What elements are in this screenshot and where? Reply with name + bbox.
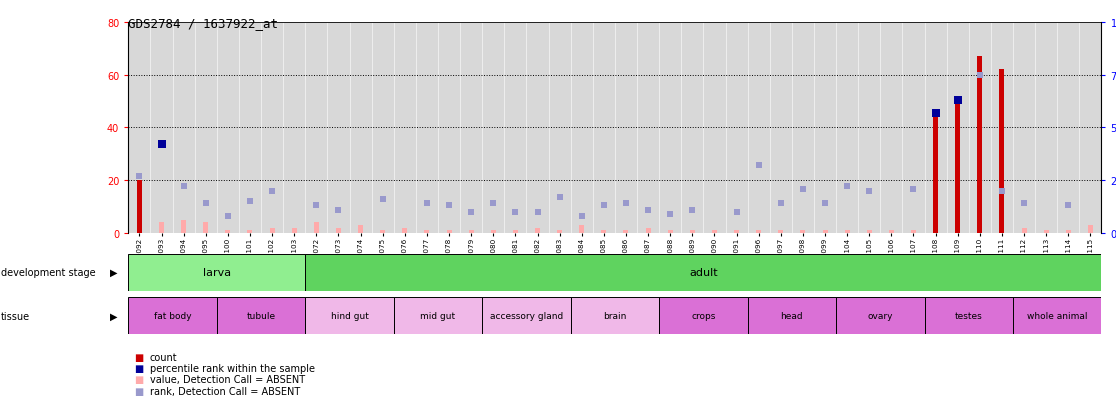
Bar (482, 297, 570, 335)
Bar (933, 112, 939, 233)
Text: whole animal: whole animal (1027, 311, 1087, 320)
Bar (822, 231, 828, 233)
Bar (712, 231, 716, 233)
Bar (158, 223, 164, 233)
Bar (181, 225, 186, 233)
Text: accessory gland: accessory gland (490, 311, 564, 320)
Bar (137, 181, 142, 233)
Bar (888, 231, 894, 233)
Bar (955, 102, 960, 233)
Bar (1088, 225, 1093, 233)
Bar (491, 231, 496, 233)
Bar (800, 231, 806, 233)
Bar (225, 231, 230, 233)
Bar (270, 228, 275, 233)
Bar (137, 225, 142, 233)
Bar (394, 297, 482, 335)
Bar (402, 228, 407, 233)
Bar (381, 231, 385, 233)
Bar (217, 297, 306, 335)
Bar (748, 297, 836, 335)
Text: ovary: ovary (867, 311, 893, 320)
Bar (306, 297, 394, 335)
Text: percentile rank within the sample: percentile rank within the sample (150, 363, 315, 373)
Bar (270, 231, 275, 233)
Text: testes: testes (955, 311, 983, 320)
Bar (978, 57, 982, 233)
Text: tissue: tissue (1, 311, 30, 321)
Text: ■: ■ (134, 386, 143, 396)
Text: larva: larva (203, 268, 231, 278)
Bar (624, 231, 628, 233)
Bar (203, 231, 209, 233)
Bar (557, 231, 562, 233)
Bar (181, 220, 186, 233)
Bar (845, 231, 849, 233)
Text: ▶: ▶ (109, 268, 117, 278)
Bar (579, 225, 585, 233)
Text: ■: ■ (134, 352, 143, 362)
Text: GDS2784 / 1637922_at: GDS2784 / 1637922_at (128, 17, 278, 29)
Text: development stage: development stage (1, 268, 96, 278)
Text: ■: ■ (134, 363, 143, 373)
Text: head: head (780, 311, 804, 320)
Bar (1088, 225, 1093, 233)
Text: tubule: tubule (247, 311, 276, 320)
Bar (535, 228, 540, 233)
Bar (645, 228, 651, 233)
Text: crops: crops (691, 311, 715, 320)
Bar (690, 231, 695, 233)
Bar (306, 254, 1101, 291)
Bar (570, 297, 660, 335)
Bar (248, 231, 252, 233)
Bar (424, 231, 430, 233)
Text: ■: ■ (134, 375, 143, 385)
Bar (469, 231, 473, 233)
Bar (314, 231, 319, 233)
Bar (314, 223, 319, 233)
Bar (358, 225, 363, 233)
Bar (513, 231, 518, 233)
Bar (336, 228, 341, 233)
Bar (203, 223, 209, 233)
Bar (924, 297, 1013, 335)
Text: brain: brain (604, 311, 626, 320)
Bar (1066, 231, 1071, 233)
Bar (660, 297, 748, 335)
Bar (128, 254, 306, 291)
Bar (128, 297, 217, 335)
Bar (1000, 70, 1004, 233)
Bar (667, 231, 673, 233)
Text: adult: adult (689, 268, 718, 278)
Bar (291, 228, 297, 233)
Bar (911, 231, 916, 233)
Bar (602, 231, 606, 233)
Text: count: count (150, 352, 177, 362)
Text: mid gut: mid gut (421, 311, 455, 320)
Text: hind gut: hind gut (330, 311, 368, 320)
Bar (446, 231, 452, 233)
Bar (757, 231, 761, 233)
Bar (1043, 231, 1049, 233)
Bar (1021, 228, 1027, 233)
Bar (734, 231, 739, 233)
Bar (778, 231, 783, 233)
Text: ▶: ▶ (109, 311, 117, 321)
Bar (1013, 297, 1101, 335)
Text: fat body: fat body (154, 311, 191, 320)
Text: value, Detection Call = ABSENT: value, Detection Call = ABSENT (150, 375, 305, 385)
Bar (867, 231, 872, 233)
Text: rank, Detection Call = ABSENT: rank, Detection Call = ABSENT (150, 386, 300, 396)
Bar (836, 297, 924, 335)
